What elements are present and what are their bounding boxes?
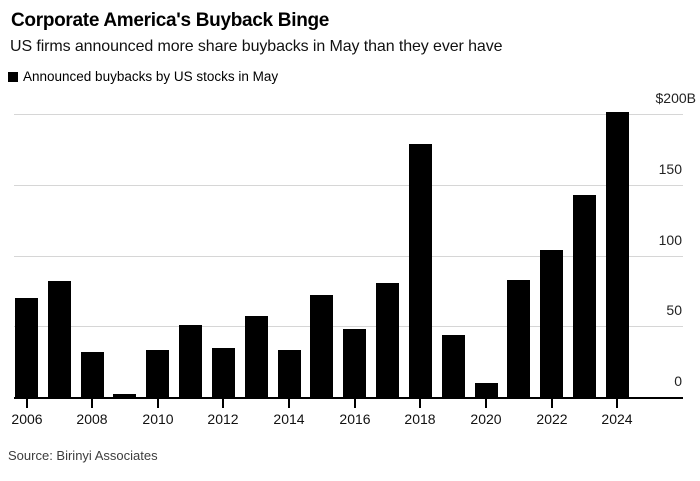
legend-label: Announced buybacks by US stocks in May (23, 69, 279, 84)
bar (48, 281, 71, 397)
x-tick-label: 2024 (601, 411, 633, 427)
bar (212, 348, 235, 397)
x-axis-tick (551, 399, 553, 408)
chart-title: Corporate America's Buyback Binge (11, 10, 330, 31)
bar (113, 394, 136, 397)
x-tick-label: 2022 (536, 411, 568, 427)
bar (179, 325, 202, 397)
x-axis-tick (616, 399, 618, 408)
gridline (14, 114, 683, 115)
gridline (14, 326, 683, 327)
x-axis-tick (419, 399, 421, 408)
bar (81, 352, 104, 397)
bar (310, 295, 333, 397)
x-axis-tick (26, 399, 28, 408)
bar (573, 195, 596, 397)
x-tick-label: 2016 (339, 411, 371, 427)
x-axis-tick (354, 399, 356, 408)
x-axis-tick (485, 399, 487, 408)
gridline (14, 256, 683, 257)
source-note: Source: Birinyi Associates (8, 448, 158, 463)
x-tick-label: 2012 (207, 411, 239, 427)
bar (376, 283, 399, 397)
legend: Announced buybacks by US stocks in May (8, 69, 278, 84)
legend-swatch-icon (8, 71, 18, 82)
x-axis-line (14, 397, 683, 399)
x-tick-label: 2008 (76, 411, 108, 427)
y-tick-label: 150 (658, 161, 682, 177)
bar (146, 350, 169, 397)
bar (343, 329, 366, 397)
y-tick-label: $200B (655, 90, 696, 106)
y-tick-label: 100 (658, 232, 682, 248)
x-tick-label: 2010 (142, 411, 174, 427)
x-tick-label: 2020 (470, 411, 502, 427)
x-tick-label: 2006 (11, 411, 43, 427)
x-tick-label: 2014 (273, 411, 305, 427)
bar (475, 383, 498, 397)
x-axis-tick (222, 399, 224, 408)
bar (442, 335, 465, 397)
chart-subtitle: US firms announced more share buybacks i… (10, 38, 503, 55)
y-tick-label: 50 (666, 302, 682, 318)
bar (409, 144, 432, 397)
bar (507, 280, 530, 397)
bar (606, 112, 629, 397)
x-axis-tick (288, 399, 290, 408)
y-tick-label: 0 (674, 373, 682, 389)
bar (15, 298, 38, 397)
gridline (14, 185, 683, 186)
bar (278, 350, 301, 397)
x-axis-tick (91, 399, 93, 408)
x-axis-tick (157, 399, 159, 408)
bar-chart: 0 50 100 150 $200B 2006 2008 2010 2012 2014 2016 20… (0, 85, 700, 430)
x-tick-label: 2018 (404, 411, 436, 427)
bar (540, 250, 563, 397)
bar (245, 316, 268, 397)
